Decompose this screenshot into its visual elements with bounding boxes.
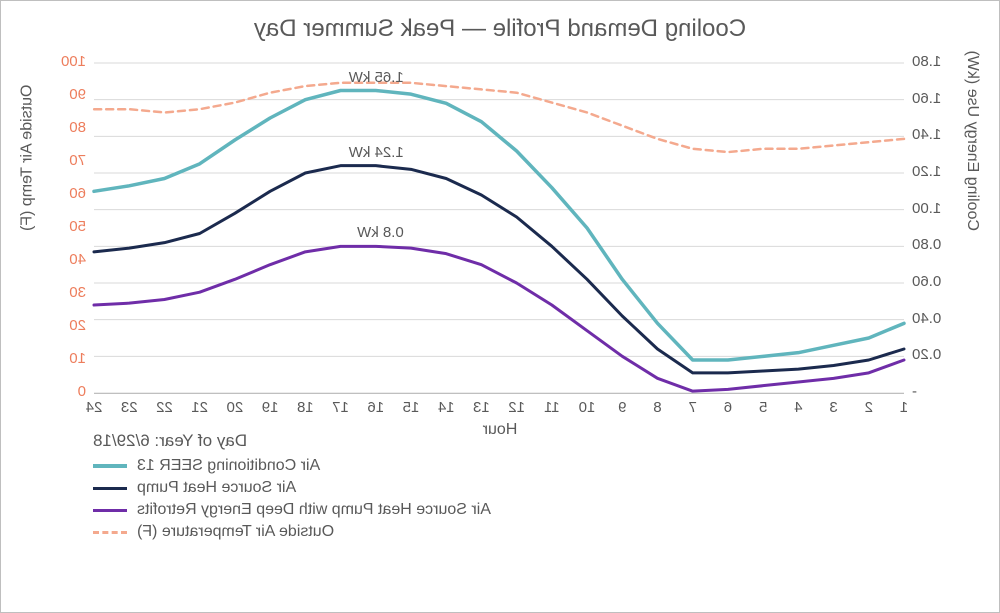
y-left-tick: 1.00: [912, 200, 960, 217]
x-tick: 10: [572, 399, 602, 416]
x-tick: 23: [114, 399, 144, 416]
y-left-tick: 0.20: [912, 346, 960, 363]
y-right-tick: 90: [38, 86, 86, 103]
legend-item: Air Conditioning SEER 13: [93, 457, 491, 475]
chart-frame: Cooling Demand Profile — Peak Summer Day…: [0, 0, 1000, 613]
series-line: [94, 83, 904, 152]
y-left-tick: 0.60: [912, 273, 960, 290]
y-right-tick: 20: [38, 317, 86, 334]
x-tick: 15: [396, 399, 426, 416]
x-tick: 6: [713, 399, 743, 416]
legend-label: Air Conditioning SEER 13: [137, 457, 320, 475]
y-left-tick: 1.60: [912, 90, 960, 107]
date-note: Day of Year: 6/29/18: [93, 431, 393, 451]
y-left-label: Cooling Energy Use (kW): [963, 51, 981, 232]
x-tick: 21: [185, 399, 215, 416]
y-left-tick: 1.20: [912, 163, 960, 180]
x-tick: 19: [255, 399, 285, 416]
x-tick: 24: [79, 399, 109, 416]
x-tick: 18: [290, 399, 320, 416]
plot-area: [94, 63, 904, 393]
y-left-tick: -: [912, 383, 960, 400]
legend-label: Air Source Heat Pump with Deep Energy Re…: [137, 501, 491, 519]
x-tick: 5: [748, 399, 778, 416]
y-right-tick: 70: [38, 152, 86, 169]
x-tick: 11: [537, 399, 567, 416]
y-right-tick: 10: [38, 350, 86, 367]
legend-swatch: [93, 464, 127, 468]
legend-swatch: [93, 487, 127, 490]
legend-label: Air Source Heat Pump: [137, 479, 296, 497]
y-right-tick: 50: [38, 218, 86, 235]
peak-label: 1.65 kW: [349, 69, 404, 86]
y-right-tick: 60: [38, 185, 86, 202]
y-right-tick: 100: [38, 53, 86, 70]
legend-item: Air Source Heat Pump with Deep Energy Re…: [93, 501, 491, 519]
x-tick: 3: [819, 399, 849, 416]
x-tick: 17: [326, 399, 356, 416]
y-right-tick: 30: [38, 284, 86, 301]
x-tick: 12: [502, 399, 532, 416]
chart-title: Cooling Demand Profile — Peak Summer Day: [1, 15, 999, 43]
y-right-tick: 40: [38, 251, 86, 268]
legend-swatch: [93, 509, 127, 512]
peak-label: 1.24 kW: [349, 144, 404, 161]
x-tick: 4: [783, 399, 813, 416]
x-tick: 9: [607, 399, 637, 416]
x-tick: 13: [466, 399, 496, 416]
legend-label: Outside Air Temperature (F): [137, 523, 334, 541]
series-line: [94, 166, 904, 373]
legend: Air Conditioning SEER 13 Air Source Heat …: [93, 453, 491, 545]
x-tick: 20: [220, 399, 250, 416]
y-left-tick: 0.40: [912, 310, 960, 327]
legend-swatch: [93, 531, 127, 534]
y-left-tick: 0.80: [912, 236, 960, 253]
y-left-tick: 1.80: [912, 53, 960, 70]
x-tick: 22: [149, 399, 179, 416]
x-tick: 14: [431, 399, 461, 416]
y-left-tick: 1.40: [912, 126, 960, 143]
y-right-tick: 0: [38, 383, 86, 400]
x-tick: 2: [854, 399, 884, 416]
legend-item: Outside Air Temperature (F): [93, 523, 491, 541]
chart-svg: [94, 63, 904, 393]
y-right-tick: 80: [38, 119, 86, 136]
y-right-label: Outside Air Temp (F): [19, 85, 37, 231]
x-tick: 16: [361, 399, 391, 416]
legend-item: Air Source Heat Pump: [93, 479, 491, 497]
x-tick: 1: [889, 399, 919, 416]
x-tick: 7: [678, 399, 708, 416]
x-tick: 8: [642, 399, 672, 416]
peak-label: 0.8 kW: [357, 224, 404, 241]
